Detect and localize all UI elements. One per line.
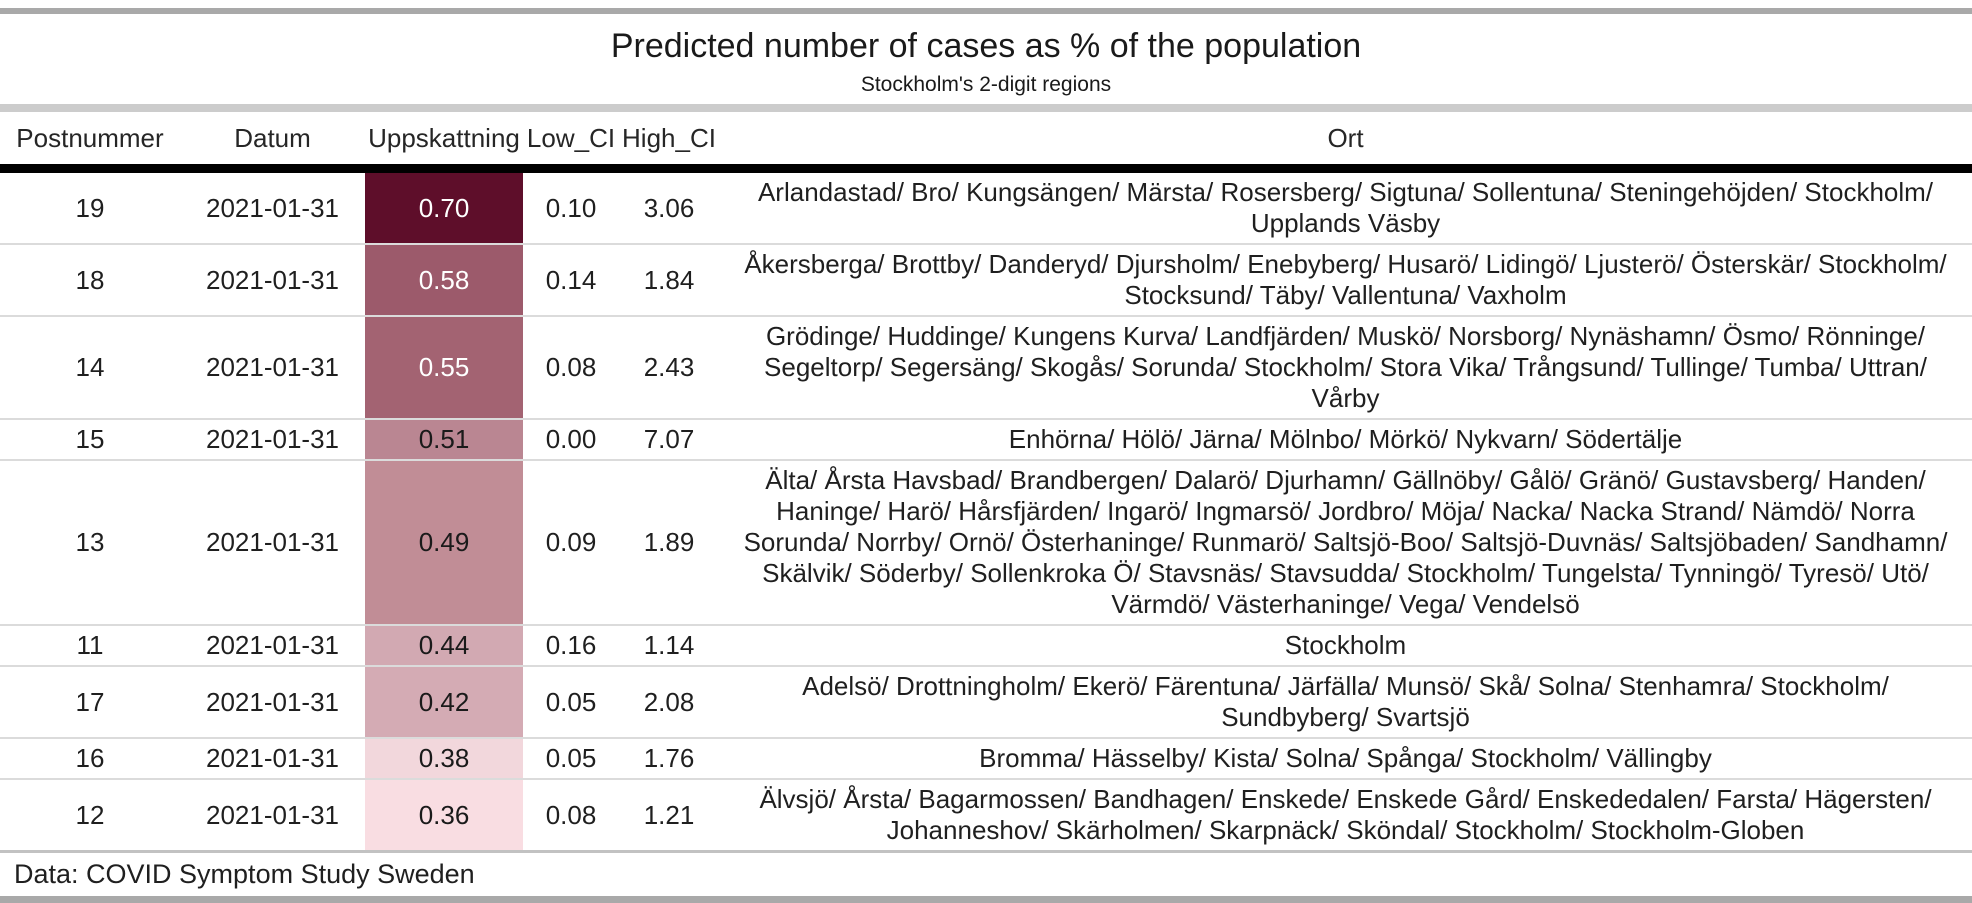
cell-datum: 2021-01-31 — [180, 244, 365, 317]
cell-datum: 2021-01-31 — [180, 168, 365, 245]
cell-low-ci: 0.08 — [545, 799, 597, 830]
cell-low-ci: 0.10 — [523, 168, 619, 245]
cell-low-ci: 0.05 — [523, 666, 619, 739]
table-row: 14 2021-01-31 0.55 0.08 2.43 Grödinge/ H… — [0, 316, 1972, 420]
cell-low-ci: 0.16 — [523, 625, 619, 667]
cell-ort: Enhörna/ Hölö/ Järna/ Mölnbo/ Mörkö/ Nyk… — [719, 419, 1972, 461]
cell-high-ci: 1.14 — [619, 625, 719, 667]
cell-ort: Åkersberga/ Brottby/ Danderyd/ Djursholm… — [719, 244, 1972, 317]
column-header-ort: Ort — [719, 112, 1972, 173]
cell-postnummer: 12 — [75, 799, 105, 830]
cell-datum: 2021-01-31 — [206, 799, 339, 830]
column-header-low-ci: Low_CI — [523, 112, 619, 173]
cell-postnummer: 18 — [0, 244, 180, 317]
cell-high-ci: 1.76 — [619, 738, 719, 780]
column-header-datum: Datum — [180, 112, 365, 173]
table-row: 19 2021-01-31 0.70 0.10 3.06 Arlandastad… — [0, 168, 1972, 245]
cell-postnummer: 15 — [0, 419, 180, 461]
cell-postnummer: 14 — [0, 316, 180, 420]
cell-uppskattning: 0.36 — [365, 779, 523, 850]
table-row: 17 2021-01-31 0.42 0.05 2.08 Adelsö/ Dro… — [0, 666, 1972, 739]
top-rule — [0, 8, 1972, 14]
cell-postnummer: 19 — [0, 168, 180, 245]
cell-datum: 2021-01-31 — [180, 625, 365, 667]
table-row: 12 2021-01-31 0.36 0.08 1.21 Älvsjö/ Års… — [0, 779, 1972, 850]
cell-high-ci: 2.43 — [619, 316, 719, 420]
cell-datum: 2021-01-31 — [180, 460, 365, 626]
cell-uppskattning: 0.51 — [365, 419, 523, 461]
cell-ort: Grödinge/ Huddinge/ Kungens Kurva/ Landf… — [719, 316, 1972, 420]
cell-ort: Älvsjö/ Årsta/ Bagarmossen/ Bandhagen/ E… — [759, 784, 1932, 845]
cell-datum: 2021-01-31 — [180, 738, 365, 780]
cell-datum: 2021-01-31 — [180, 666, 365, 739]
table-row: 11 2021-01-31 0.44 0.16 1.14 Stockholm — [0, 625, 1972, 667]
cell-uppskattning: 0.58 — [365, 244, 523, 317]
bottom-rule — [0, 896, 1972, 903]
cell-high-ci: 7.07 — [619, 419, 719, 461]
cell-high-ci: 1.21 — [643, 799, 695, 830]
cell-postnummer: 17 — [0, 666, 180, 739]
cell-postnummer: 11 — [0, 625, 180, 667]
table-figure: Predicted number of cases as % of the po… — [0, 8, 1972, 903]
table-row: 15 2021-01-31 0.51 0.00 7.07 Enhörna/ Hö… — [0, 419, 1972, 461]
title-rule — [0, 104, 1972, 112]
cell-datum: 2021-01-31 — [180, 419, 365, 461]
footer-caption: Data: COVID Symptom Study Sweden — [14, 859, 475, 889]
table-row: 18 2021-01-31 0.58 0.14 1.84 Åkersberga/… — [0, 244, 1972, 317]
cell-ort: Stockholm — [719, 625, 1972, 667]
column-header-postnummer: Postnummer — [0, 112, 180, 173]
footer-rule — [0, 850, 1972, 853]
cell-datum: 2021-01-31 — [180, 316, 365, 420]
column-header-uppskattning: Uppskattning — [365, 112, 523, 173]
cell-high-ci: 1.84 — [619, 244, 719, 317]
cell-postnummer: 13 — [0, 460, 180, 626]
cell-low-ci: 0.08 — [523, 316, 619, 420]
cell-ort: Adelsö/ Drottningholm/ Ekerö/ Färentuna/… — [719, 666, 1972, 739]
cell-uppskattning: 0.55 — [365, 316, 523, 420]
cell-low-ci: 0.14 — [523, 244, 619, 317]
cell-low-ci: 0.09 — [523, 460, 619, 626]
table-row: 16 2021-01-31 0.38 0.05 1.76 Bromma/ Häs… — [0, 738, 1972, 780]
page-title: Predicted number of cases as % of the po… — [610, 27, 1362, 65]
table-header-row: Postnummer Datum Uppskattning Low_CI Hig… — [0, 112, 1972, 173]
table-row: 13 2021-01-31 0.49 0.09 1.89 Älta/ Årsta… — [0, 460, 1972, 626]
column-header-high-ci: High_CI — [619, 112, 719, 173]
cell-uppskattning: 0.70 — [365, 168, 523, 245]
cell-low-ci: 0.00 — [523, 419, 619, 461]
cell-ort: Älta/ Årsta Havsbad/ Brandbergen/ Dalarö… — [719, 460, 1972, 626]
cell-high-ci: 2.08 — [619, 666, 719, 739]
cell-uppskattning: 0.42 — [365, 666, 523, 739]
cell-high-ci: 1.89 — [619, 460, 719, 626]
cell-high-ci: 3.06 — [619, 168, 719, 245]
cell-postnummer: 16 — [0, 738, 180, 780]
cell-ort: Bromma/ Hässelby/ Kista/ Solna/ Spånga/ … — [719, 738, 1972, 780]
cell-uppskattning: 0.44 — [365, 625, 523, 667]
page-subtitle: Stockholm's 2-digit regions — [860, 73, 1112, 96]
cell-ort: Arlandastad/ Bro/ Kungsängen/ Märsta/ Ro… — [719, 168, 1972, 245]
cell-low-ci: 0.05 — [523, 738, 619, 780]
cell-uppskattning: 0.38 — [365, 738, 523, 780]
data-table: Postnummer Datum Uppskattning Low_CI Hig… — [0, 112, 1972, 850]
cell-uppskattning: 0.49 — [365, 460, 523, 626]
